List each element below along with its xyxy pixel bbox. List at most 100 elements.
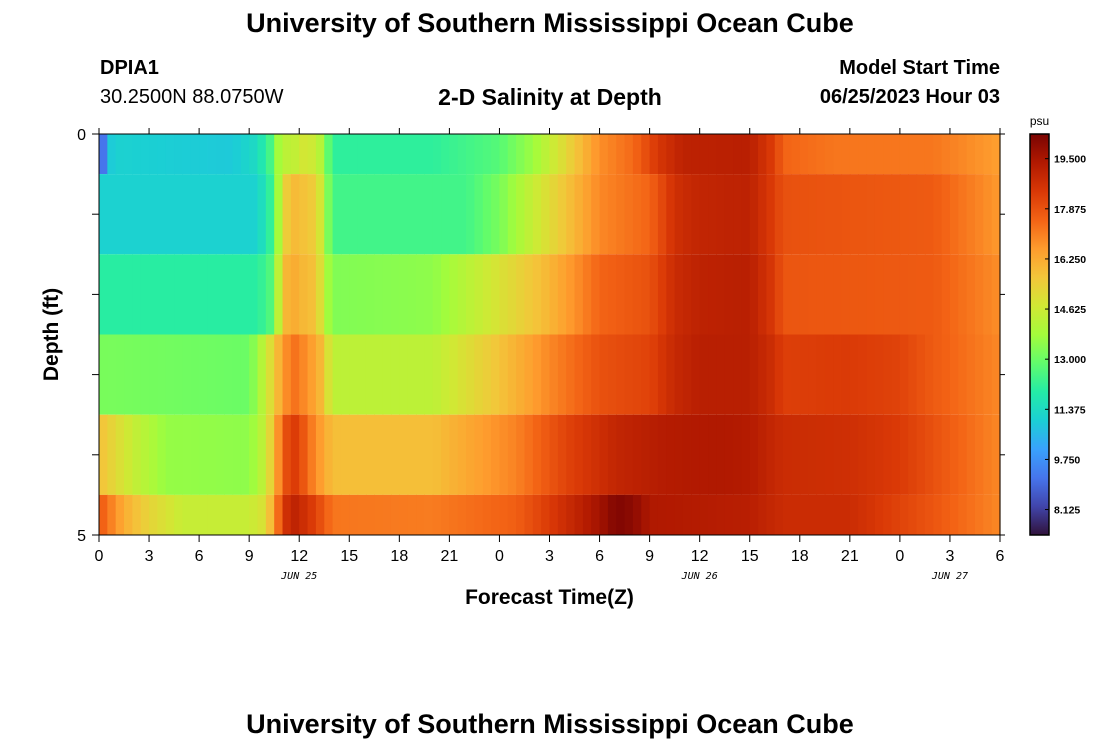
heatmap-cell (791, 414, 801, 495)
heatmap-cell (157, 174, 167, 255)
heatmap-cell (524, 254, 534, 335)
heatmap-cell (265, 494, 275, 535)
heatmap-cell (849, 134, 859, 175)
heatmap-cell (599, 174, 609, 255)
x-tick-label: 3 (145, 548, 154, 565)
heatmap-cell (140, 414, 150, 495)
heatmap-cell (966, 174, 976, 255)
heatmap-cell (240, 494, 250, 535)
heatmap-cell (457, 254, 467, 335)
heatmap-cell (991, 174, 1001, 255)
heatmap-cell (933, 494, 943, 535)
heatmap-cell (716, 494, 726, 535)
heatmap-cell (833, 334, 843, 415)
heatmap-cell (224, 334, 234, 415)
heatmap-cell (290, 414, 300, 495)
x-tick-label: 12 (290, 548, 308, 565)
heatmap-cell (766, 254, 776, 335)
heatmap-cell (232, 134, 242, 175)
heatmap-cell (432, 134, 442, 175)
heatmap-cell (382, 134, 392, 175)
heatmap-cell (165, 414, 175, 495)
heatmap-cell (758, 414, 767, 495)
heatmap-cell (224, 414, 234, 495)
heatmap-cell (716, 334, 726, 415)
heatmap-cell (357, 334, 367, 415)
heatmap-cell (724, 494, 734, 535)
heatmap-cell (908, 494, 918, 535)
heatmap-cell (924, 334, 934, 415)
x-tick-label: 9 (645, 548, 654, 565)
heatmap-cell (599, 334, 609, 415)
heatmap-cell (165, 174, 175, 255)
heatmap-cell (299, 334, 309, 415)
heatmap-cell (591, 134, 601, 175)
heatmap-cell (265, 134, 275, 175)
heatmap-cell (591, 494, 601, 535)
heatmap-cell (949, 174, 959, 255)
heatmap-cell (724, 334, 734, 415)
heatmap-cell (849, 254, 859, 335)
heatmap-cell (482, 334, 492, 415)
heatmap-cell (157, 494, 167, 535)
heatmap-cell (733, 494, 742, 535)
heatmap-cell (424, 414, 434, 495)
heatmap-cell (641, 174, 651, 255)
heatmap-cell (799, 174, 809, 255)
heatmap-cell (407, 134, 417, 175)
heatmap-cell (132, 134, 142, 175)
heatmap-cell (132, 414, 142, 495)
heatmap-cell (808, 494, 818, 535)
heatmap-cell (632, 134, 642, 175)
heatmap-cell (949, 414, 959, 495)
heatmap-cell (257, 174, 267, 255)
heatmap-cell (149, 414, 158, 495)
page-title: University of Southern Mississippi Ocean… (246, 8, 854, 38)
heatmap-cell (891, 134, 901, 175)
heatmap-cell (365, 334, 375, 415)
heatmap-cell (574, 334, 584, 415)
heatmap-cell (424, 254, 434, 335)
heatmap-cell (307, 414, 317, 495)
heatmap-cell (240, 134, 250, 175)
heatmap-cell (182, 254, 192, 335)
heatmap-cell (324, 494, 334, 535)
heatmap-cell (190, 494, 200, 535)
heatmap-cell (716, 174, 726, 255)
heatmap-cell (374, 414, 384, 495)
heatmap-cell (841, 494, 851, 535)
heatmap-cell (674, 254, 684, 335)
heatmap-cell (149, 494, 158, 535)
heatmap-cell (374, 494, 384, 535)
heatmap-cell (682, 254, 692, 335)
x-axis-label: Forecast Time(Z) (465, 586, 634, 609)
x-tick-label: 6 (595, 548, 604, 565)
heatmap-cell (99, 334, 108, 415)
heatmap-cell (816, 254, 826, 335)
heatmap-cell (791, 134, 801, 175)
heatmap-cell (240, 254, 250, 335)
heatmap-cell (874, 174, 884, 255)
heatmap-cell (933, 134, 943, 175)
heatmap-cell (174, 254, 184, 335)
heatmap-cell (649, 334, 659, 415)
heatmap-cell (649, 134, 659, 175)
heatmap-cell (691, 254, 701, 335)
heatmap-cell (733, 254, 742, 335)
heatmap-cell (107, 254, 117, 335)
model-start-label: Model Start Time (839, 57, 1000, 79)
heatmap-cell (624, 414, 634, 495)
heatmap-cell (107, 414, 117, 495)
heatmap-cell (132, 494, 142, 535)
heatmap-cell (733, 174, 742, 255)
heatmap-cell (107, 134, 117, 175)
heatmap-cell (532, 254, 542, 335)
heatmap-cell (682, 174, 692, 255)
heatmap-cell (516, 414, 526, 495)
heatmap-cell (190, 334, 200, 415)
heatmap-cell (315, 254, 325, 335)
heatmap-cell (299, 414, 309, 495)
heatmap-cell (808, 414, 818, 495)
heatmap-cell (624, 174, 634, 255)
heatmap-cell (741, 414, 751, 495)
